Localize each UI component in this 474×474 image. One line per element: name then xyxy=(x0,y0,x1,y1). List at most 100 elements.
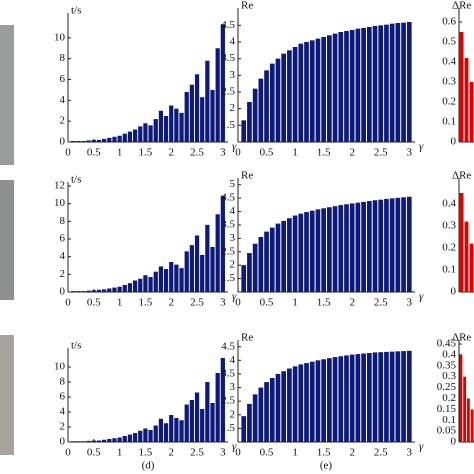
bar xyxy=(158,418,164,442)
y-axis-label: ΔRe xyxy=(452,0,471,12)
bar xyxy=(344,204,349,292)
bar xyxy=(464,58,469,142)
y-tick-label: 2 xyxy=(230,408,236,420)
y-tick-label: 0.45 xyxy=(437,338,457,350)
bar xyxy=(138,126,143,142)
x-tick-label: 3 xyxy=(407,147,413,159)
bar xyxy=(292,215,298,292)
bar xyxy=(76,441,81,442)
x-axis-label: γ xyxy=(419,141,424,153)
bar xyxy=(366,27,372,142)
panel-caption: (e) xyxy=(320,460,333,472)
bar xyxy=(321,208,326,292)
x-tick-label: 0 xyxy=(235,147,241,159)
bar xyxy=(464,221,469,292)
y-tick-label: 0.5 xyxy=(442,36,456,48)
x-tick-label: 1.5 xyxy=(317,447,331,459)
y-tick-label: 6 xyxy=(60,391,66,403)
y-axis-label: Re xyxy=(241,170,253,182)
x-tick-label: 0.5 xyxy=(87,297,101,309)
bar xyxy=(112,438,117,442)
x-tick-label: 2.5 xyxy=(374,447,388,459)
bar xyxy=(215,48,220,142)
bar xyxy=(107,137,112,142)
y-tick-label: 2.5 xyxy=(221,86,235,98)
bar xyxy=(148,125,153,142)
bar xyxy=(275,223,281,292)
bar xyxy=(247,253,252,292)
x-tick-label: 1 xyxy=(117,447,123,459)
bar xyxy=(395,23,401,142)
bar xyxy=(269,63,275,142)
x-tick-label: 0.5 xyxy=(87,147,101,159)
y-tick-label: 12 xyxy=(54,180,65,192)
bar xyxy=(138,278,143,292)
bar xyxy=(86,440,91,442)
y-tick-label: 0.1 xyxy=(442,264,456,276)
x-axis-label: γ xyxy=(232,291,237,303)
x-tick-label: 2 xyxy=(168,447,174,459)
bar xyxy=(127,283,133,292)
bar xyxy=(327,207,332,292)
bar xyxy=(469,243,474,292)
x-axis-label: γ xyxy=(232,441,237,453)
bar xyxy=(384,198,389,292)
y-tick-label: 4.5 xyxy=(221,19,235,31)
bar xyxy=(361,201,366,292)
bar xyxy=(252,88,258,142)
bar xyxy=(401,22,406,143)
x-tick-label: 0.5 xyxy=(260,447,274,459)
x-tick-label: 2.5 xyxy=(190,147,204,159)
bar xyxy=(366,352,372,442)
bar xyxy=(332,33,338,142)
y-tick-label: 6 xyxy=(60,233,66,245)
y-tick-label: 0 xyxy=(60,436,66,448)
y-tick-label: 2 xyxy=(60,115,66,127)
x-tick-label: 1.5 xyxy=(139,447,153,459)
bar xyxy=(117,135,122,142)
bar xyxy=(127,131,133,142)
bar xyxy=(76,140,81,142)
bar xyxy=(349,30,355,142)
bar xyxy=(169,261,174,292)
bar xyxy=(361,353,366,442)
bar xyxy=(179,420,184,442)
bar xyxy=(184,92,189,142)
bar xyxy=(287,50,292,143)
x-tick-label: 0.5 xyxy=(87,447,101,459)
bar xyxy=(148,276,153,292)
bar xyxy=(304,42,309,142)
y-axis-label: Re xyxy=(241,332,253,344)
bar xyxy=(174,418,179,442)
bar xyxy=(372,352,378,442)
x-tick-label: 1 xyxy=(292,147,298,159)
bar xyxy=(378,25,384,142)
bar xyxy=(463,376,467,442)
bar xyxy=(210,89,215,142)
x-tick-label: 2 xyxy=(168,297,174,309)
bar xyxy=(247,403,252,442)
bar xyxy=(269,378,275,442)
y-tick-label: 3 xyxy=(230,232,236,244)
bar xyxy=(338,205,344,292)
y-tick-label: 4.5 xyxy=(221,340,235,352)
y-tick-label: 0 xyxy=(451,436,457,448)
bar xyxy=(366,201,372,292)
y-tick-label: 2 xyxy=(230,259,236,271)
bar xyxy=(220,195,225,292)
x-tick-label: 1 xyxy=(117,297,123,309)
bar xyxy=(210,403,215,442)
bar xyxy=(361,28,366,142)
bar xyxy=(321,359,326,442)
bar xyxy=(395,197,401,292)
bar xyxy=(102,138,107,142)
bar xyxy=(86,290,91,292)
bar xyxy=(401,197,406,292)
bar xyxy=(220,24,225,143)
photo-strip xyxy=(0,25,14,165)
x-tick-label: 1 xyxy=(292,297,298,309)
bar xyxy=(275,373,281,442)
bar xyxy=(309,40,315,143)
bar xyxy=(258,387,264,442)
